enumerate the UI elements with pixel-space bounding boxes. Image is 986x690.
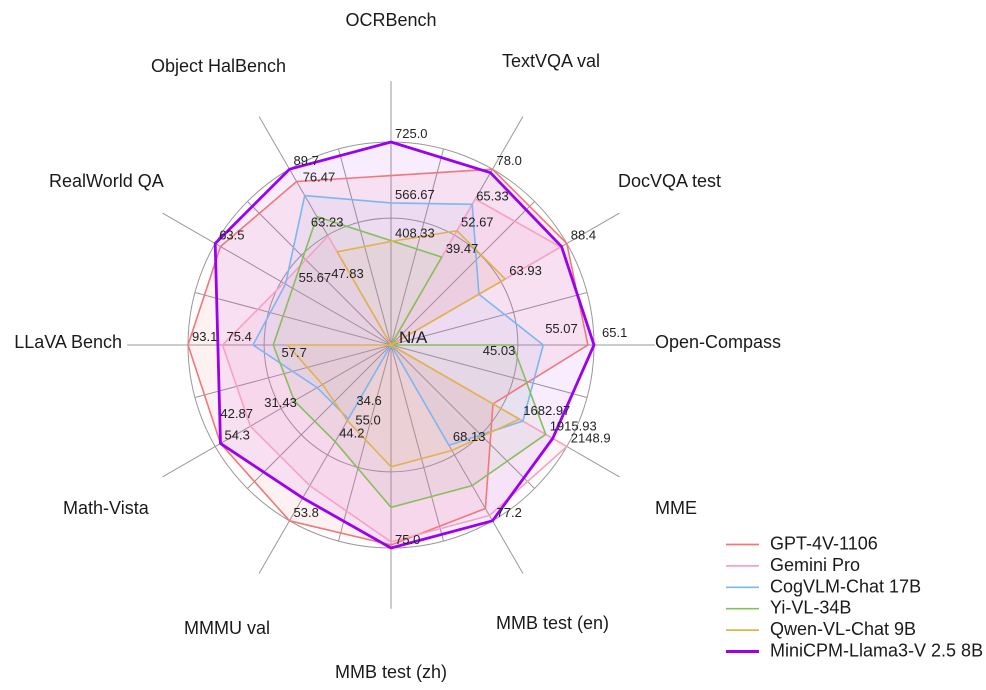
svg-text:566.67: 566.67 <box>395 187 435 202</box>
svg-text:77.2: 77.2 <box>497 505 522 520</box>
svg-text:47.83: 47.83 <box>331 266 364 281</box>
svg-text:Qwen-VL-Chat 9B: Qwen-VL-Chat 9B <box>770 619 916 639</box>
svg-text:OCRBench: OCRBench <box>345 10 436 30</box>
svg-text:55.07: 55.07 <box>545 321 578 336</box>
svg-text:LLaVA Bench: LLaVA Bench <box>14 332 122 352</box>
svg-text:725.0: 725.0 <box>395 126 428 141</box>
svg-text:1682.97: 1682.97 <box>523 403 570 418</box>
svg-text:RealWorld QA: RealWorld QA <box>49 171 164 191</box>
svg-text:Math-Vista: Math-Vista <box>63 498 150 518</box>
svg-text:MMB test (zh): MMB test (zh) <box>335 662 447 682</box>
svg-text:93.1: 93.1 <box>192 329 217 344</box>
svg-text:75.4: 75.4 <box>227 329 252 344</box>
svg-text:TextVQA val: TextVQA val <box>502 51 600 71</box>
svg-text:65.1: 65.1 <box>602 325 627 340</box>
svg-text:N/A: N/A <box>399 328 428 347</box>
svg-text:63.93: 63.93 <box>509 263 542 278</box>
svg-text:44.2: 44.2 <box>339 426 364 441</box>
svg-text:57.7: 57.7 <box>282 345 307 360</box>
svg-text:65.33: 65.33 <box>476 188 509 203</box>
svg-text:39.47: 39.47 <box>446 241 479 256</box>
svg-text:34.6: 34.6 <box>356 393 381 408</box>
svg-text:DocVQA test: DocVQA test <box>618 171 721 191</box>
svg-text:MiniCPM-Llama3-V 2.5 8B: MiniCPM-Llama3-V 2.5 8B <box>770 641 983 661</box>
svg-text:55.67: 55.67 <box>299 270 332 285</box>
svg-text:53.8: 53.8 <box>294 505 319 520</box>
svg-text:75.0: 75.0 <box>395 532 420 547</box>
svg-text:42.87: 42.87 <box>220 406 253 421</box>
svg-text:408.33: 408.33 <box>395 226 435 241</box>
svg-text:GPT-4V-1106: GPT-4V-1106 <box>770 534 878 554</box>
svg-text:45.03: 45.03 <box>483 343 516 358</box>
svg-text:CogVLM-Chat 17B: CogVLM-Chat 17B <box>770 576 921 596</box>
svg-text:MMMU val: MMMU val <box>184 618 270 638</box>
svg-text:Open-Compass: Open-Compass <box>655 332 781 352</box>
svg-text:MME: MME <box>655 498 697 518</box>
svg-text:Gemini Pro: Gemini Pro <box>770 555 860 575</box>
svg-text:63.5: 63.5 <box>219 228 244 243</box>
svg-text:52.67: 52.67 <box>461 215 494 230</box>
svg-text:MMB test (en): MMB test (en) <box>496 613 609 633</box>
svg-text:63.23: 63.23 <box>311 215 344 230</box>
svg-text:89.7: 89.7 <box>294 153 319 168</box>
svg-text:1915.93: 1915.93 <box>550 418 597 433</box>
svg-text:31.43: 31.43 <box>264 395 297 410</box>
svg-text:Yi-VL-34B: Yi-VL-34B <box>770 598 851 618</box>
svg-text:78.0: 78.0 <box>497 153 522 168</box>
svg-text:88.4: 88.4 <box>571 228 596 243</box>
svg-text:76.47: 76.47 <box>303 170 336 185</box>
svg-text:68.13: 68.13 <box>453 429 486 444</box>
svg-text:54.3: 54.3 <box>225 428 250 443</box>
svg-text:55.0: 55.0 <box>355 413 380 428</box>
svg-text:Object HalBench: Object HalBench <box>151 56 286 76</box>
